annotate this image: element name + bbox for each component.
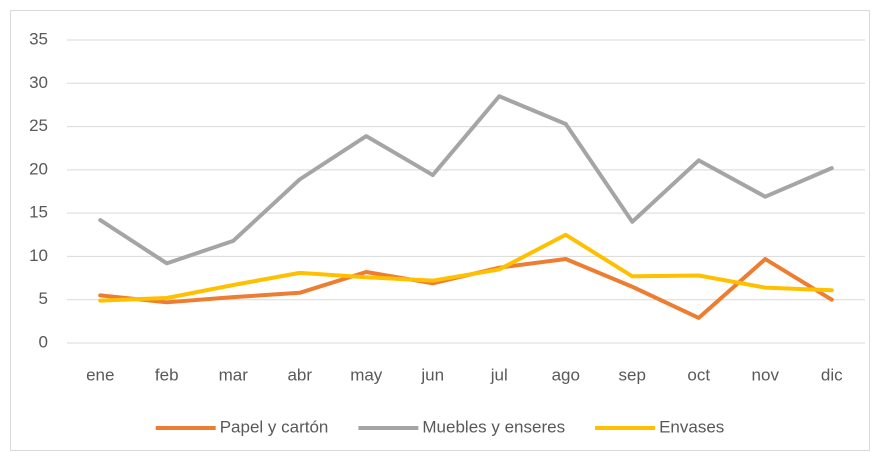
y-tick-label: 5 xyxy=(39,289,48,308)
y-tick-label: 30 xyxy=(29,73,48,92)
x-tick-label: mar xyxy=(219,365,249,384)
y-tick-label: 35 xyxy=(29,29,48,48)
x-tick-label: oct xyxy=(687,365,710,384)
legend-label: Envases xyxy=(659,417,724,436)
y-tick-label: 0 xyxy=(39,332,48,351)
x-tick-label: nov xyxy=(752,365,780,384)
y-tick-label: 15 xyxy=(29,203,48,222)
x-tick-label: dic xyxy=(821,365,843,384)
chart-border xyxy=(10,10,870,451)
y-tick-label: 10 xyxy=(29,246,48,265)
x-tick-label: may xyxy=(350,365,383,384)
x-tick-label: feb xyxy=(155,365,179,384)
x-tick-label: abr xyxy=(287,365,312,384)
y-tick-label: 25 xyxy=(29,116,48,135)
legend-label: Muebles y enseres xyxy=(422,417,565,436)
x-tick-label: sep xyxy=(619,365,646,384)
x-tick-label: jun xyxy=(420,365,444,384)
series-line xyxy=(98,232,834,303)
x-tick-label: ago xyxy=(552,365,580,384)
y-tick-label: 20 xyxy=(29,159,48,178)
legend-label: Papel y cartón xyxy=(220,417,329,436)
x-tick-label: ene xyxy=(86,365,114,384)
x-tick-label: jul xyxy=(490,365,508,384)
series-line xyxy=(98,94,834,266)
